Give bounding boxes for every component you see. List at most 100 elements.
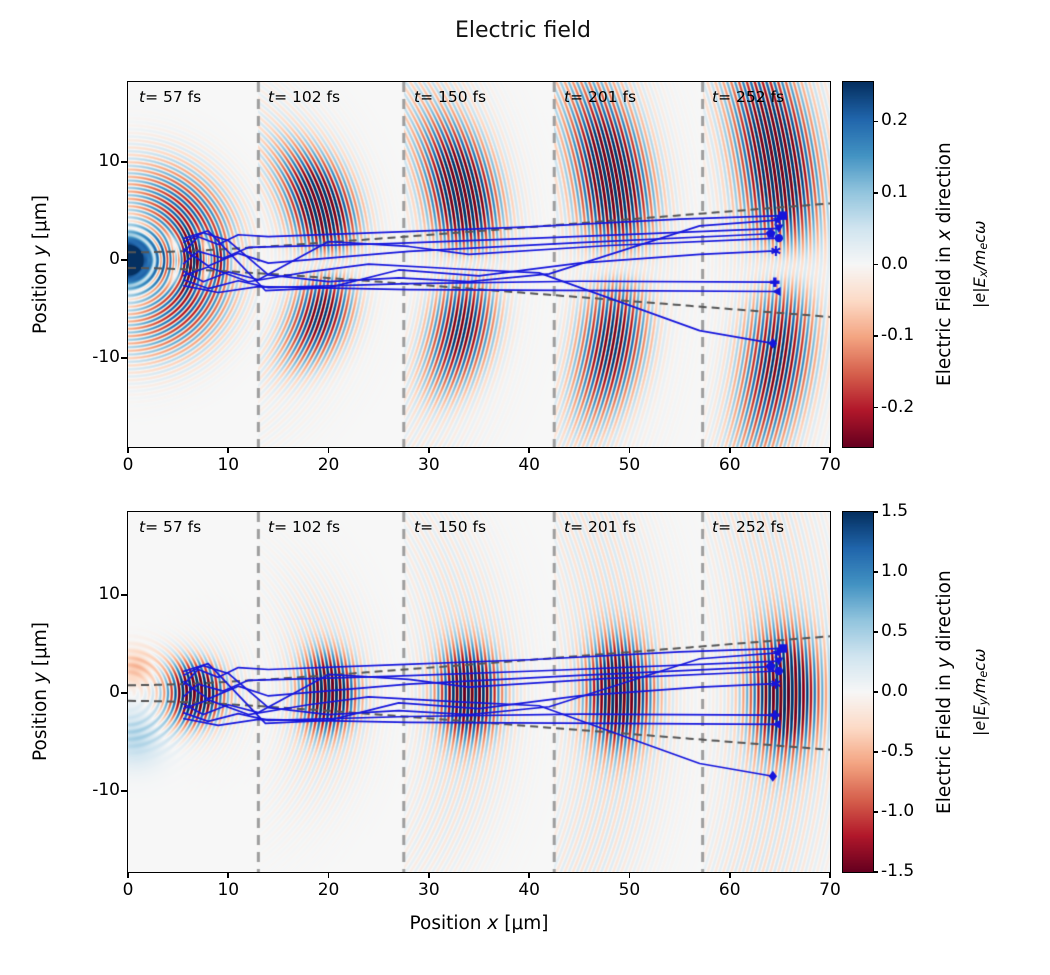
ex-y-axis-label: Position y [μm] <box>30 82 56 447</box>
y-label-text: Position <box>30 683 51 762</box>
colorbar-tick-mark <box>873 192 878 194</box>
colorbar-tick-label: 0.5 <box>881 621 909 641</box>
formula-part: cω <box>970 648 989 671</box>
y-tick-label: -10 <box>92 779 120 800</box>
y-tick-mark <box>121 357 127 359</box>
formula-part: /m <box>970 677 989 699</box>
cb-label-text2: direction <box>934 570 955 658</box>
x-tick-label: 70 <box>819 880 841 900</box>
ey-colorbar-label: Electric Field in y direction <box>934 512 955 872</box>
y-tick-label: 0 <box>109 249 120 270</box>
x-tick-label: 0 <box>122 455 134 475</box>
colorbar-tick-mark <box>873 871 878 873</box>
time-annotation-value: = 57 fs <box>145 88 202 106</box>
x-tick-label: 50 <box>618 455 641 475</box>
ey-colorbar-gradient-canvas <box>843 512 873 872</box>
ey-field-heatmap-canvas <box>128 512 830 872</box>
ex-colorbar-label: Electric Field in x direction <box>934 82 955 447</box>
time-annotation-value: = 150 fs <box>420 88 487 106</box>
x-tick-mark <box>528 872 530 878</box>
formula-sub: e <box>977 670 991 678</box>
ey-colorbar: 1.5 1.0 0.5 0.0 -0.5 -1.0 -1.5 <box>842 501 914 881</box>
colorbar-tick-mark <box>873 406 878 409</box>
y-tick-label: 0 <box>109 682 120 703</box>
y-tick-label: 10 <box>98 151 120 172</box>
time-annotation-var: t <box>268 518 275 536</box>
time-annotation: t= 102 fs <box>268 88 340 106</box>
ex-field-axes: 0 10 20 30 40 50 60 70 10 0 -10 t= 57 fs t= 102 fs t=… <box>92 81 841 475</box>
x-tick-mark <box>428 447 430 453</box>
y-tick-label: 10 <box>98 584 120 605</box>
time-annotation-var: t <box>414 518 421 536</box>
x-tick-mark <box>829 447 831 453</box>
y-label-var: y <box>30 245 51 257</box>
y-tick-mark <box>121 161 127 164</box>
ex-colorbar: 0.2 0.1 0.0 -0.1 -0.2 <box>842 81 914 448</box>
x-tick-label: 30 <box>418 455 440 475</box>
time-annotation-var: t <box>139 88 146 106</box>
colorbar-tick-label: 0.0 <box>881 681 909 701</box>
formula-part: |e|E <box>970 704 989 736</box>
colorbar-tick-mark <box>873 811 878 813</box>
ey-colorbar-formula: |e|Ey/mecω <box>970 512 990 872</box>
x-tick-mark <box>127 872 129 878</box>
x-tick-label: 10 <box>217 455 240 475</box>
colorbar-tick-mark <box>873 511 878 513</box>
colorbar-tick-mark <box>873 335 878 337</box>
colorbar-tick-mark <box>873 751 878 753</box>
x-tick-label: 60 <box>718 455 741 475</box>
x-label-units: [μm] <box>498 913 549 934</box>
x-label-text: Position <box>409 913 488 934</box>
colorbar-tick-mark <box>873 571 878 573</box>
time-annotation-value: = 102 fs <box>274 518 341 536</box>
time-annotation-var: t <box>139 518 146 536</box>
time-annotation: t= 150 fs <box>414 88 486 106</box>
time-annotation-value: = 201 fs <box>570 88 637 106</box>
time-annotation-value: = 252 fs <box>718 518 785 536</box>
x-axis-label: Position x [μm] <box>128 913 830 934</box>
x-tick-mark <box>428 872 430 878</box>
x-tick-label: 60 <box>718 880 741 900</box>
time-annotation-value: = 102 fs <box>274 88 341 106</box>
x-tick-label: 40 <box>518 455 540 475</box>
time-annotation: t= 252 fs <box>712 518 784 536</box>
cb-label-text2: direction <box>934 142 955 230</box>
colorbar-tick-label: 0.0 <box>881 253 909 274</box>
colorbar-tick-label: 0.1 <box>881 181 909 202</box>
y-label-units: [μm] <box>30 195 51 246</box>
colorbar-tick-label: -1.5 <box>881 861 915 881</box>
colorbar-tick-label: -0.1 <box>881 325 915 346</box>
time-annotation-var: t <box>414 88 421 106</box>
time-annotation-var: t <box>268 88 275 106</box>
cb-label-text: Electric Field in <box>934 240 955 387</box>
ey-y-axis-label: Position y [μm] <box>30 512 56 872</box>
x-tick-label: 50 <box>618 880 641 900</box>
ex-colorbar-gradient-canvas <box>843 82 873 447</box>
x-tick-label: 40 <box>518 880 540 900</box>
y-tick-mark <box>121 790 127 792</box>
x-tick-mark <box>628 872 631 878</box>
x-tick-mark <box>327 872 330 878</box>
formula-sub: e <box>977 242 991 250</box>
x-label-var: x <box>487 913 499 934</box>
colorbar-tick-mark <box>873 120 878 123</box>
x-tick-label: 70 <box>819 455 841 475</box>
time-annotation: t= 57 fs <box>139 518 201 536</box>
time-annotation: t= 201 fs <box>564 88 636 106</box>
ey-field-axes: 0 10 20 30 40 50 60 70 10 0 -10 t= 57 fs t= 102 fs t=… <box>92 511 841 900</box>
x-tick-mark <box>728 872 731 878</box>
ex-colorbar-formula: |e|Ex/mecω <box>970 82 990 447</box>
y-tick-mark <box>121 692 127 694</box>
x-tick-label: 0 <box>122 880 134 900</box>
cb-label-text: Electric Field in <box>934 668 955 814</box>
colorbar-tick-label: 0.2 <box>881 110 909 131</box>
x-tick-mark <box>227 447 230 453</box>
y-tick-mark <box>121 594 127 596</box>
colorbar-tick-mark <box>873 263 878 266</box>
x-tick-mark <box>628 447 631 453</box>
formula-part: /m <box>970 249 989 271</box>
x-tick-mark <box>829 872 831 878</box>
colorbar-tick-mark <box>873 691 878 693</box>
colorbar-tick-label: -0.5 <box>881 741 915 761</box>
colorbar-tick-label: -0.2 <box>881 396 915 417</box>
